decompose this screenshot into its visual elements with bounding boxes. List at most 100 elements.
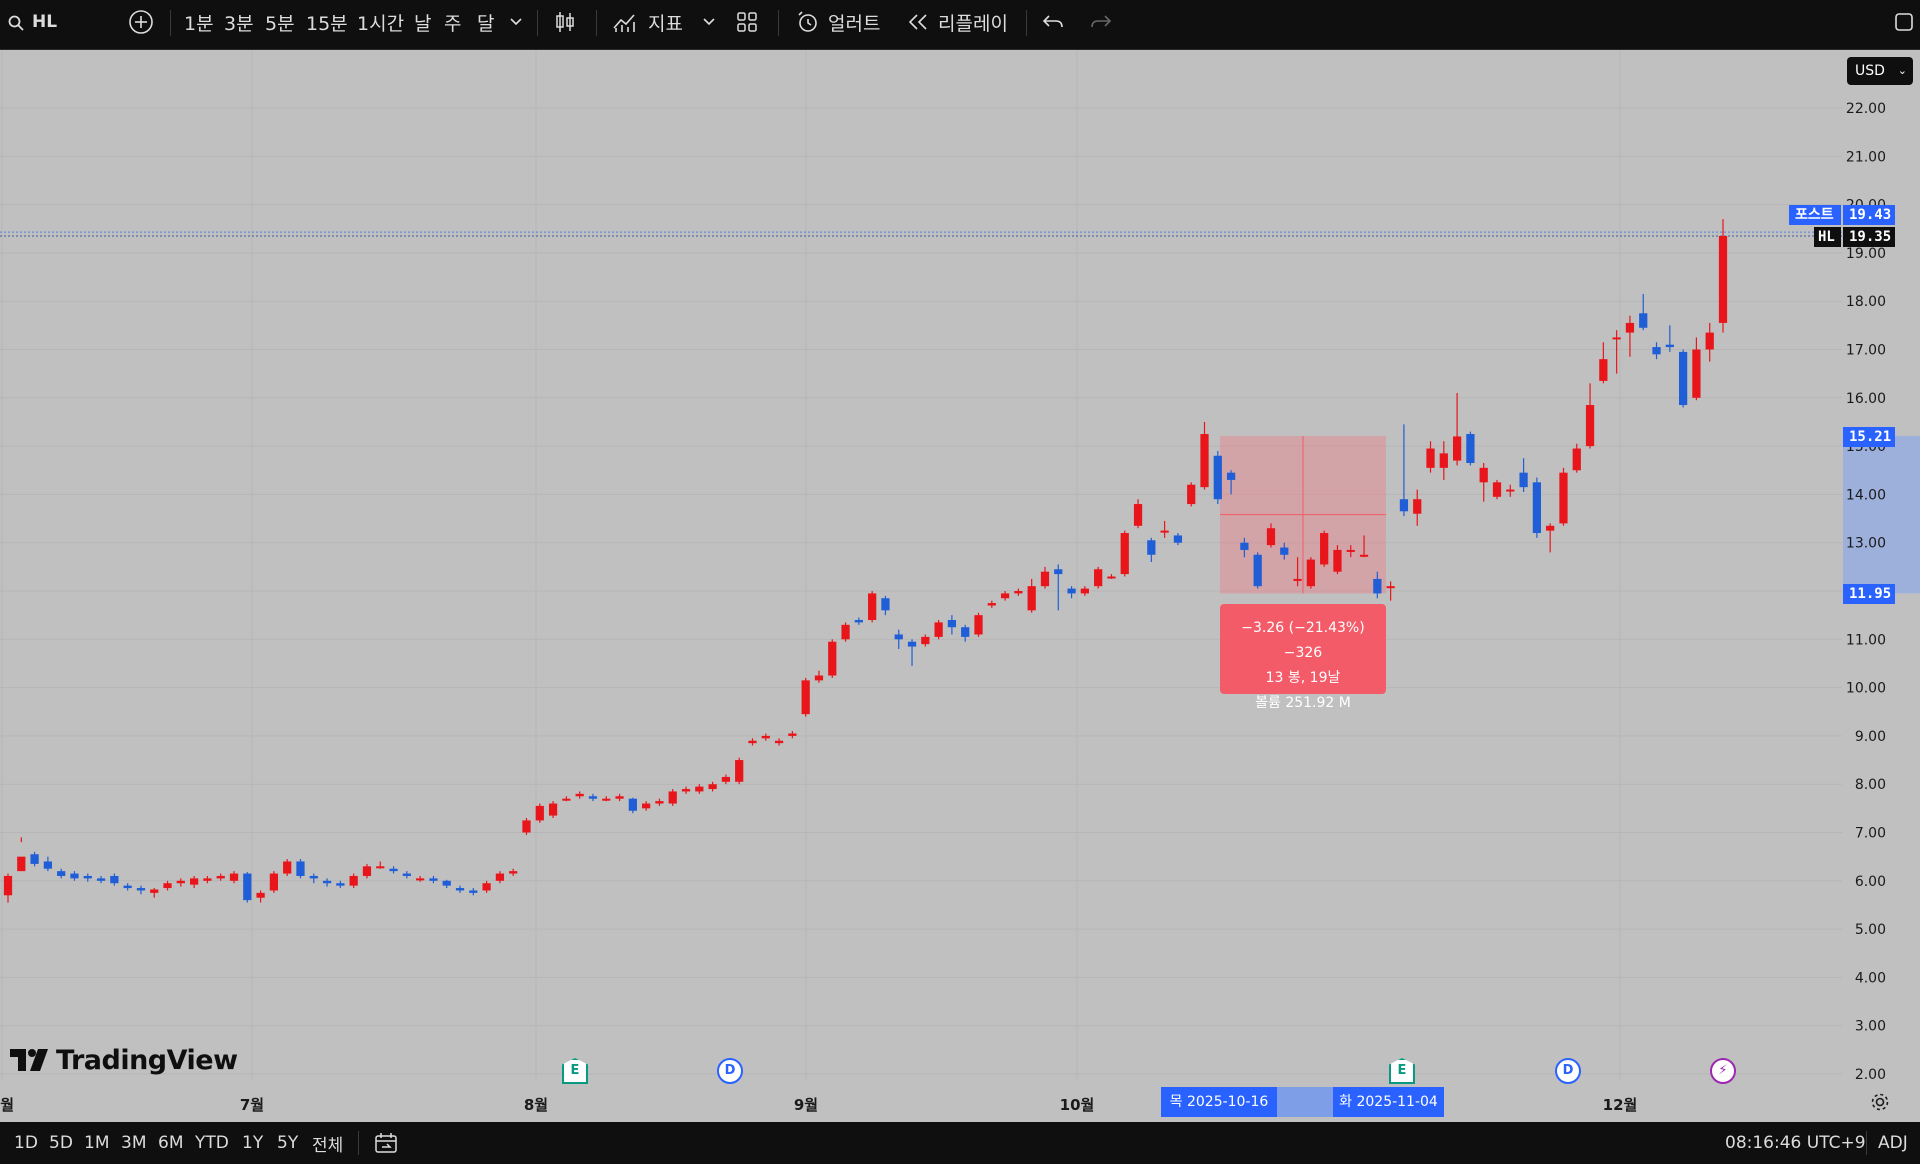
earnings-marker[interactable]: E [1389,1058,1415,1084]
candle-body [1506,489,1515,492]
candle-body [1426,448,1435,468]
price-tick-label: 18.00 [1846,294,1886,310]
candle-body [1625,322,1635,333]
range-1m[interactable]: 1M [84,1133,110,1153]
fullscreen-button[interactable] [1894,0,1914,44]
candle-body [522,820,531,833]
indicators-button[interactable]: 지표 [612,0,683,44]
range-end-date: 화 2025-11-04 [1333,1087,1444,1117]
candle-body [1240,542,1249,550]
candle-body [269,873,279,891]
interval-5m[interactable]: 5분 [265,12,295,35]
range-1y[interactable]: 1Y [242,1133,264,1153]
redo-button[interactable] [1090,0,1112,44]
price-tick-label: 10.00 [1846,681,1886,697]
candle-body [455,888,465,891]
divider [537,10,538,36]
candle-body [1133,504,1143,526]
earnings-marker[interactable]: E [562,1058,588,1084]
price-tick-label: 9.00 [1855,729,1886,745]
candle-body [1532,482,1541,534]
interval-1m[interactable]: 1분 [184,12,214,35]
chart-type-button[interactable] [554,0,576,44]
measure-tooltip: −3.26 (−21.43%) −326 13 봉, 19날 볼륨 251.92… [1220,604,1386,711]
candle-body [1479,467,1488,483]
price-tick-label: 7.00 [1855,826,1886,842]
symbol-search[interactable]: HL [8,0,57,44]
interval-1h[interactable]: 1시간 [357,12,405,35]
interval-month[interactable]: 달 [477,12,495,35]
candle-body [841,624,850,640]
interval-week[interactable]: 주 [444,12,462,35]
price-tick-label: 3.00 [1855,1019,1886,1035]
candle-body [1187,484,1196,505]
candle-body [1413,499,1422,514]
goto-date-button[interactable] [374,1122,398,1164]
range-top-price: 15.21 [1843,427,1895,447]
range-ytd[interactable]: YTD [195,1133,229,1153]
currency-label: USD [1855,63,1885,79]
dividend-marker[interactable]: D [717,1058,743,1084]
replay-button[interactable]: 리플레이 [906,0,1008,44]
candle-body [322,880,332,884]
price-tick-label: 8.00 [1855,777,1886,793]
settings-button[interactable] [1870,1092,1890,1116]
candle-body [761,735,770,739]
candle-body [947,619,957,628]
measure-bars: 13 봉, 19날 [1265,670,1341,686]
candle-body [1094,569,1103,587]
range-1d[interactable]: 1D [14,1133,38,1153]
candle-body [562,798,571,801]
candle-body [655,801,664,804]
candle-body [1147,540,1156,555]
adjust-toggle[interactable]: ADJ [1878,1133,1908,1153]
price-axis: 2.00 3.00 4.00 5.00 6.00 7.00 8.00 9.00 10.00 11.… [1846,101,1886,1083]
chevron-down-icon: ⌄ [1897,64,1907,77]
interval-15m[interactable]: 15분 [306,12,348,35]
candle-body [1160,530,1169,533]
symbol-price-label: HL [1814,227,1841,247]
candle-body [1386,586,1395,589]
replay-label: 리플레이 [938,12,1008,35]
chevron-down-icon [703,18,715,26]
candle-body [150,889,159,893]
indicators-dropdown[interactable] [702,0,716,44]
range-6m[interactable]: 6M [158,1133,184,1153]
candle-body [615,796,624,799]
month-label: 7월 [240,1096,264,1114]
candle-body [1466,434,1475,464]
date-range-band [1277,1087,1333,1117]
dividend-marker[interactable]: D [1555,1058,1581,1084]
candle-body [907,641,917,647]
candle-body [788,733,797,736]
lightning-marker[interactable]: ⚡ [1710,1058,1736,1084]
interval-3m[interactable]: 3분 [224,12,254,35]
redo-icon [1091,15,1112,28]
candle-body [668,791,677,804]
undo-button[interactable] [1042,0,1064,44]
candle-body [801,680,810,715]
candle-body [1359,554,1369,557]
tradingview-logo[interactable]: TradingView [10,1044,238,1076]
candle-body [1226,472,1236,480]
candle-body [921,636,930,645]
price-chart[interactable]: 2.00 3.00 4.00 5.00 6.00 7.00 8.00 9.00 10.00 11.… [0,50,1920,1122]
interval-day[interactable]: 날 [414,12,432,35]
range-5y[interactable]: 5Y [277,1133,299,1153]
currency-select[interactable]: USD ⌄ [1847,57,1913,85]
candle-body [1399,499,1409,512]
candle-body [296,861,305,876]
layouts-button[interactable] [736,0,758,44]
intervals-dropdown[interactable] [509,0,523,44]
add-symbol-button[interactable] [128,0,154,44]
range-5d[interactable]: 5D [49,1133,73,1153]
month-label: 12월 [1603,1096,1638,1114]
range-3m[interactable]: 3M [121,1133,147,1153]
alert-button[interactable]: 얼러트 [796,0,880,44]
divider [170,10,171,36]
candle-body [814,675,824,681]
range-all[interactable]: 전체 [312,1135,344,1156]
range-start-date: 목 2025-10-16 [1161,1087,1277,1117]
clock[interactable]: 08:16:46 UTC+9 [1725,1133,1866,1153]
month-label: 8월 [524,1096,548,1114]
